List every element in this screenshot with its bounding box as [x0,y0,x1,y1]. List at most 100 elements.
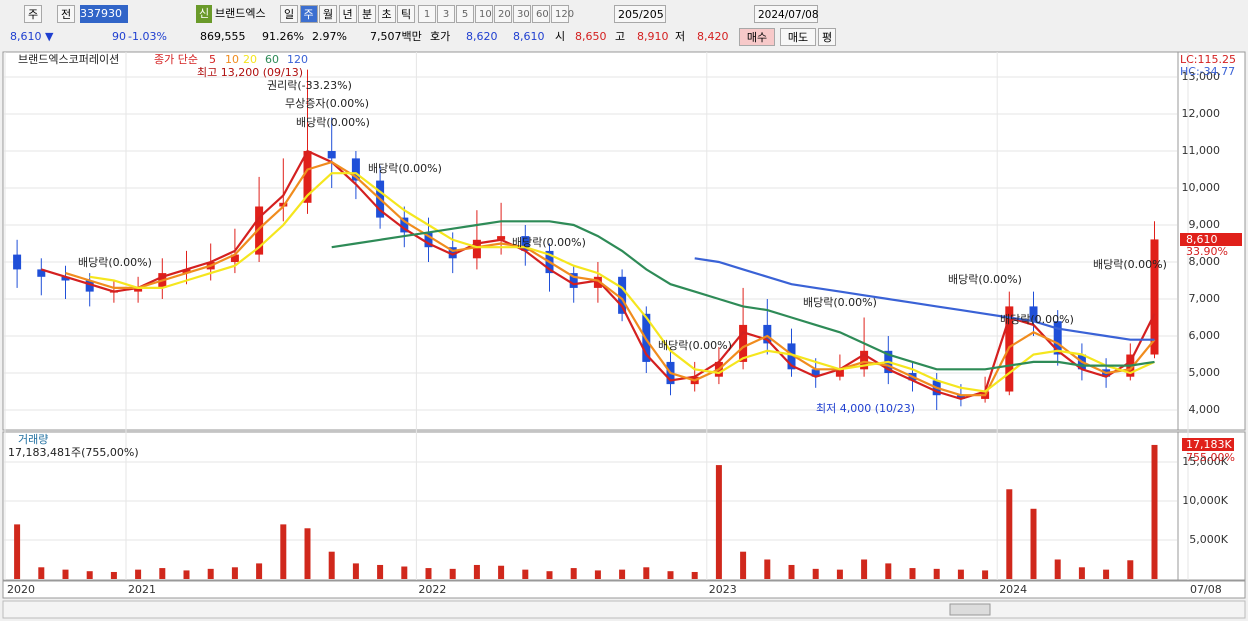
volume-bar [328,551,335,579]
volume-bar [352,563,359,579]
ui-text: 7,507백만 [370,30,422,43]
volume-bar [498,565,505,579]
volume-bar [1103,569,1110,579]
ui-text: 8,610 [513,30,545,43]
ui-text[interactable]: 2024/07/08 [754,5,819,23]
volume-bar [740,551,747,579]
volume-bar [38,567,45,579]
ui-text[interactable]: 브랜드엑스 [215,7,266,20]
ui-text[interactable]: 5 [456,5,474,23]
candle-body [569,273,578,288]
ui-text[interactable]: 월 [319,5,337,23]
x-tick-label: 2024 [999,583,1027,596]
candle-body [811,369,820,377]
annotation: 배당락(0.00%) [803,296,877,309]
volume-bar [885,563,892,579]
legend-entry: 60 [265,53,279,66]
volume-bar [135,569,142,579]
ui-text: 8,420 [697,30,729,43]
volume-bar [425,568,432,579]
chart-subtitle: 종가 단순 [154,53,198,66]
ui-text: -1.03% [128,30,167,43]
volume-bar [62,569,69,579]
annotation: 배당락(0.00%) [512,236,586,249]
ui-text[interactable]: 신 [196,5,212,23]
volume-subtitle: 17,183,481주(755,00%) [8,446,139,459]
ui-text[interactable]: 평 [818,28,836,46]
candle-body [497,236,506,240]
ui-text[interactable]: 매수 [739,28,775,46]
volume-bar [1151,444,1158,579]
ui-text[interactable]: 1 [418,5,436,23]
ui-text[interactable]: 3 [437,5,455,23]
volume-bar [909,568,916,579]
annotation: 배당락(0.00%) [78,256,152,269]
volume-bar [14,524,21,579]
volume-bar [957,569,964,579]
volume-bar [207,568,214,579]
ui-text[interactable]: 년 [338,5,357,23]
y-tick-label: 5,000K [1189,533,1228,546]
annotation: 배당락(0.00%) [1000,313,1074,326]
last-price-label: 8,610 [1186,233,1218,246]
scroll-thumb[interactable] [949,603,991,616]
volume-bar [256,563,263,579]
annotation: 배당락(0.00%) [368,162,442,175]
price-panel [2,51,1179,431]
ui-text[interactable]: 주 [299,5,318,23]
legend-entry: 20 [243,53,257,66]
annotation: 권리락(-33.23%) [267,79,352,92]
x-axis [2,580,1246,599]
ui-text: 호가 [430,30,451,43]
ui-text[interactable]: 주 [24,5,42,23]
ui-text[interactable]: 60 [532,5,550,23]
ui-text[interactable]: 30 [513,5,531,23]
volume-bar [812,568,819,579]
volume-bar [231,567,238,579]
ui-text: 90 [112,30,126,43]
candle-body [1029,306,1038,322]
y-tick-label: 10,000K [1182,494,1228,507]
y-tick-label: 15,000K [1182,455,1228,468]
ui-text: 고 [615,30,626,43]
volume-bar [788,564,795,579]
y-tick-label: 6,000 [1189,329,1221,342]
candle-body [521,236,530,251]
ma-line [65,160,1156,397]
volume-bar [159,568,166,579]
volume-bar [1030,508,1037,579]
candle-body [37,269,46,277]
volume-bar [933,568,940,579]
x-tick-label: 2021 [128,583,156,596]
annotation: 최고 13,200 (09/13) [197,66,303,79]
chart-title: 브랜드엑스코퍼레이션 [18,53,119,66]
ui-text[interactable]: 틱 [397,5,415,23]
ui-text[interactable]: 337930 [80,5,128,23]
ui-text[interactable]: 분 [358,5,376,23]
volume-bar [764,559,771,579]
ui-text[interactable]: 205/205 [614,5,666,23]
volume-bar [715,465,722,579]
volume-bar [280,524,287,579]
candle-body [424,232,433,248]
ui-text[interactable]: 10 [475,5,493,23]
ui-text[interactable]: 20 [494,5,512,23]
ui-text[interactable]: 초 [377,5,396,23]
last-rate-label: 33.90% [1186,245,1228,258]
ui-text[interactable]: 120 [551,5,574,23]
candle-body [1150,239,1159,355]
candle-body [230,254,239,263]
ui-text[interactable]: 매도 [780,28,816,46]
candle-body [1053,321,1062,355]
volume-panel [2,431,1179,581]
last-volume-box [1182,438,1234,451]
legend-entry: 10 [225,53,239,66]
ui-text[interactable]: 일 [280,5,298,23]
scrollbar[interactable] [2,600,1246,619]
ui-text[interactable]: 전 [57,5,75,23]
ui-text: 8,610 ▼ [10,30,54,43]
ui-text: 2.97% [312,30,347,43]
x-tick-label: 07/08 [1190,583,1222,596]
